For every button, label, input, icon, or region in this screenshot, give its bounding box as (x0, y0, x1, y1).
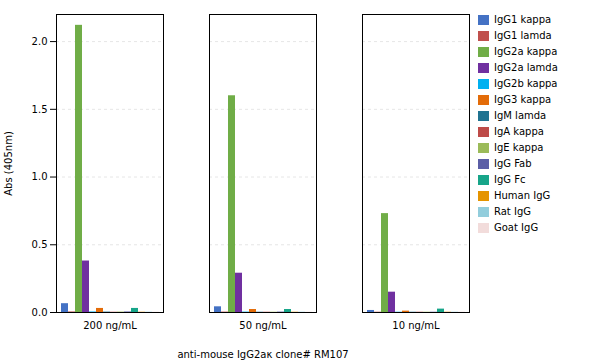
html-text:IgG2a lamda: IgG2a lamda (494, 62, 558, 73)
svg-text:200 ng/mL: 200 ng/mL (83, 320, 137, 331)
html-text:IgG1 kappa: IgG1 kappa (494, 14, 552, 25)
html-text:IgG3 kappa: IgG3 kappa (494, 94, 552, 105)
svg-text:50 ng/mL: 50 ng/mL (239, 320, 287, 331)
svg-text:2.0: 2.0 (32, 36, 48, 47)
svg-text:1.0: 1.0 (32, 171, 48, 182)
html-text:IgG Fab: IgG Fab (494, 158, 532, 169)
svg-text:anti-mouse IgG2aκ clone# RM107: anti-mouse IgG2aκ clone# RM107 (177, 349, 348, 360)
html-text:IgA kappa: IgA kappa (494, 126, 544, 137)
svg-text:0.0: 0.0 (32, 307, 48, 318)
html-text:IgM lamda: IgM lamda (494, 110, 547, 121)
svg-text:1.5: 1.5 (32, 104, 48, 115)
html-text:Goat IgG: Goat IgG (494, 222, 539, 233)
svg-text:Abs (405nm): Abs (405nm) (3, 131, 14, 196)
html-text:Rat IgG: Rat IgG (494, 206, 531, 217)
svg-text:10 ng/mL: 10 ng/mL (392, 320, 440, 331)
html-text:Human IgG: Human IgG (494, 190, 551, 201)
svg-text:0.5: 0.5 (32, 239, 48, 250)
html-text:IgE kappa: IgE kappa (494, 142, 544, 153)
html-text:IgG Fc: IgG Fc (494, 174, 526, 185)
html-text:IgG1 lamda: IgG1 lamda (494, 30, 552, 41)
html-text:IgG2b kappa: IgG2b kappa (494, 78, 558, 89)
html-text:IgG2a kappa: IgG2a kappa (494, 46, 558, 57)
